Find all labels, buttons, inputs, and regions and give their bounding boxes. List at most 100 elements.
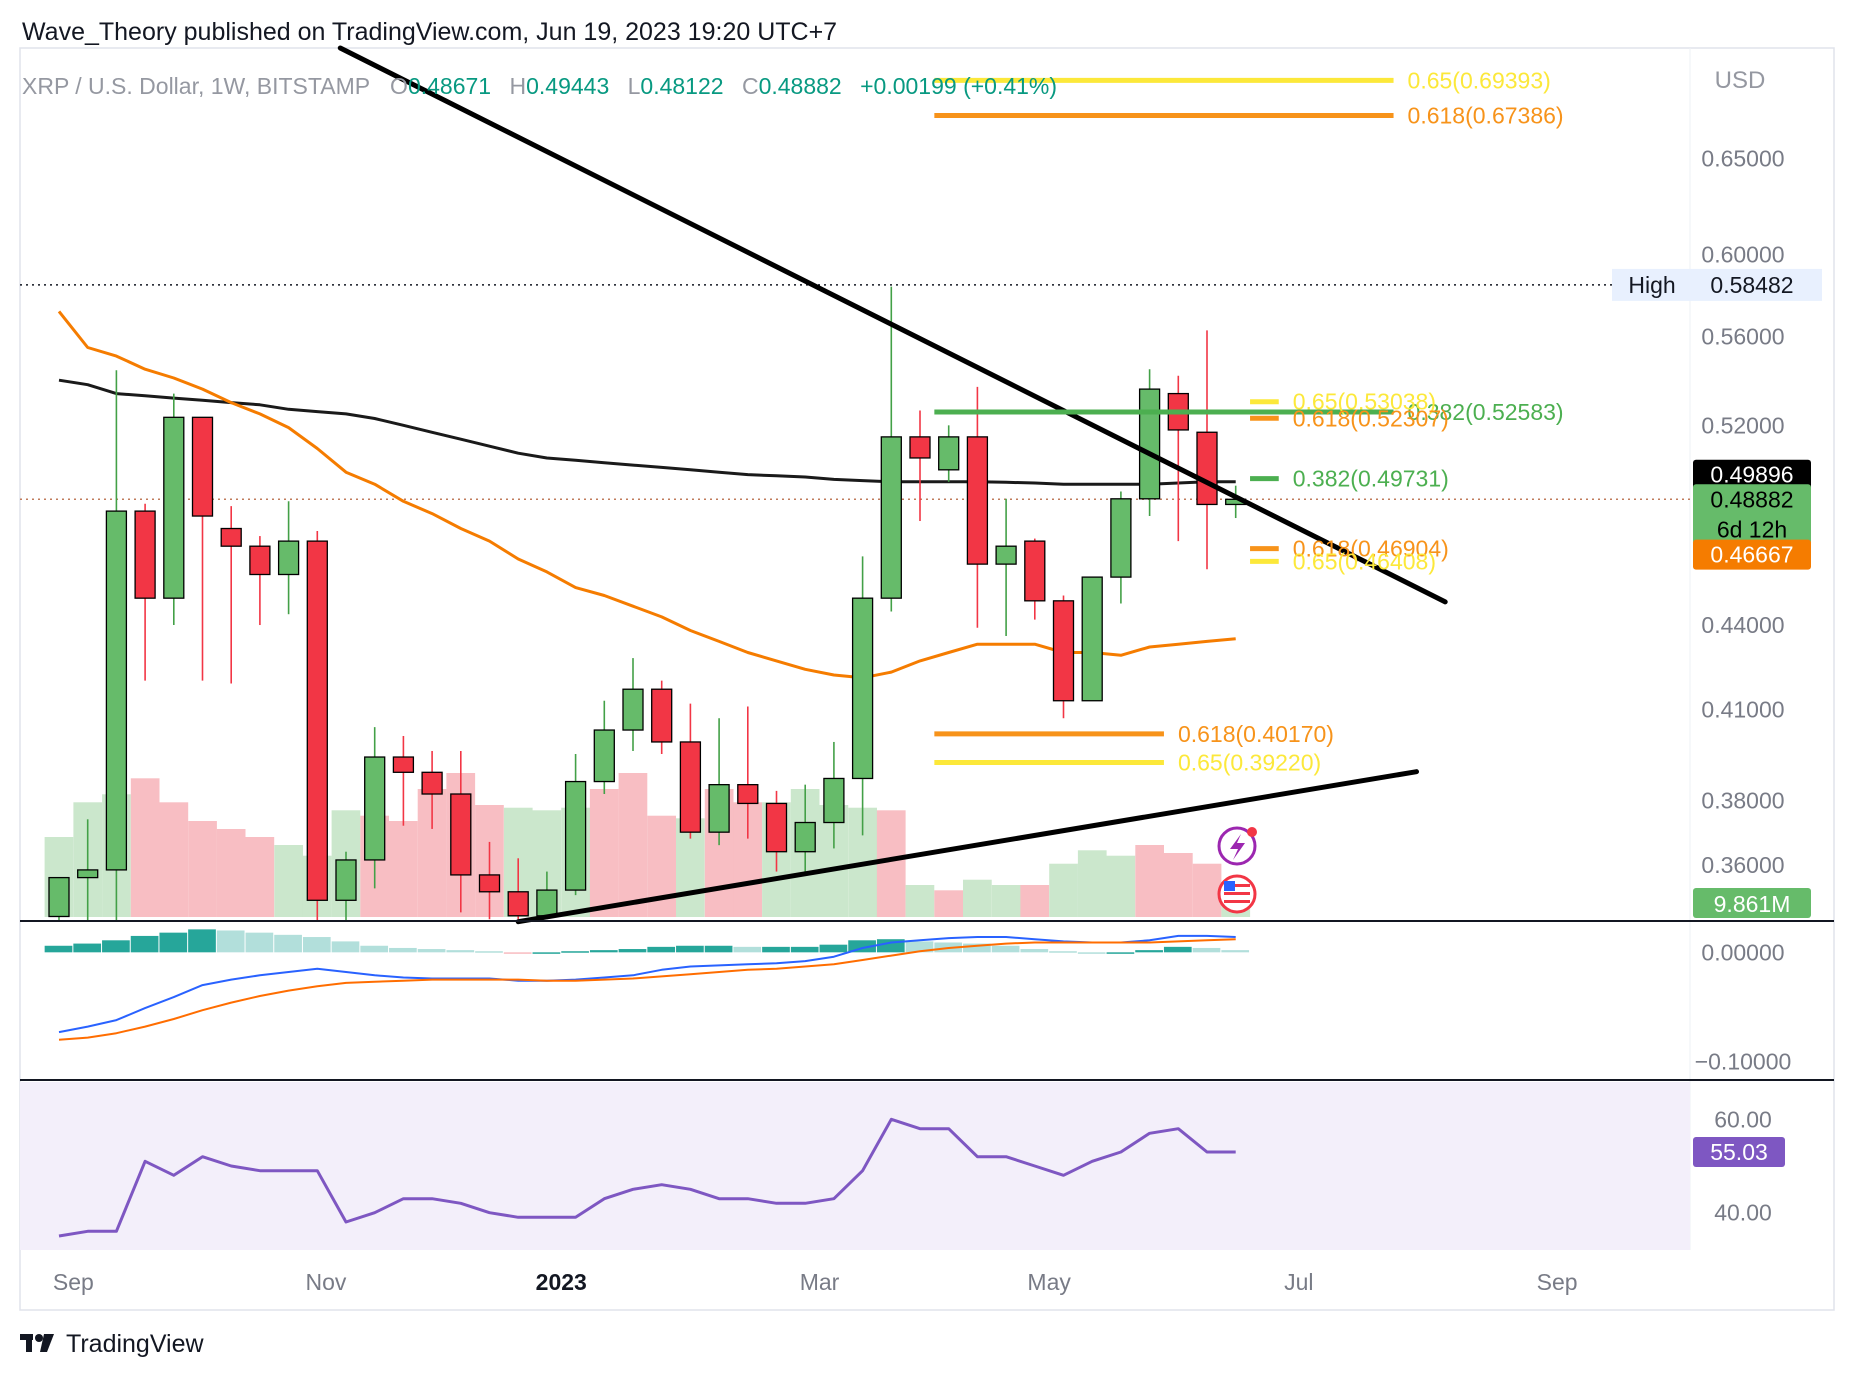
- candle[interactable]: [880, 286, 902, 612]
- candle-body: [794, 821, 816, 853]
- candle[interactable]: [765, 790, 788, 872]
- macd-histogram-bar: [1163, 946, 1192, 953]
- candle[interactable]: [823, 741, 845, 849]
- time-tick-label: Mar: [800, 1269, 840, 1295]
- macd-histogram-bar: [360, 945, 389, 953]
- ascending-trendline[interactable]: [515, 769, 1420, 925]
- candle[interactable]: [938, 425, 960, 482]
- volume-bar: [991, 885, 1021, 917]
- open-value: 0.48671: [408, 73, 491, 99]
- price-axis-badge: [1693, 484, 1811, 545]
- macd-tick-label: 0.00000: [1701, 939, 1784, 965]
- volume-bar: [1135, 845, 1164, 917]
- candle-body: [1110, 498, 1132, 578]
- macd-histogram-bar: [819, 944, 848, 953]
- macd-histogram-bar: [676, 945, 704, 953]
- candle[interactable]: [1024, 538, 1046, 620]
- macd-histogram-bar: [1135, 950, 1163, 953]
- candle-body: [823, 777, 845, 824]
- candle[interactable]: [450, 750, 472, 913]
- volume-bar: [963, 879, 992, 917]
- price-tick-label: 0.44000: [1701, 612, 1784, 638]
- candle[interactable]: [134, 503, 156, 681]
- macd-histogram-bar: [532, 952, 561, 954]
- macd-histogram-bar: [216, 930, 245, 953]
- candle[interactable]: [335, 851, 357, 921]
- candle[interactable]: [105, 370, 128, 921]
- volume-bar: [1020, 885, 1050, 917]
- candle[interactable]: [249, 536, 271, 626]
- lightning-icon[interactable]: [1217, 826, 1257, 866]
- candle[interactable]: [564, 754, 587, 896]
- candle[interactable]: [306, 531, 328, 921]
- high-marker-label: High: [1628, 272, 1675, 298]
- candle[interactable]: [277, 501, 300, 615]
- fib-level-label: 0.65(0.69393): [1408, 67, 1551, 93]
- candle[interactable]: [851, 556, 874, 836]
- us-flag-icon[interactable]: [1217, 874, 1257, 914]
- candle-body: [335, 859, 357, 901]
- candle[interactable]: [1052, 595, 1075, 719]
- candle[interactable]: [364, 727, 386, 889]
- rsi-badge: [1693, 1137, 1785, 1167]
- candle[interactable]: [1110, 491, 1132, 604]
- time-tick-label: Jul: [1284, 1269, 1313, 1295]
- candle-body: [909, 436, 931, 459]
- macd-histogram-bar: [389, 947, 417, 953]
- publisher-line: Wave_Theory published on TradingView.com…: [22, 18, 837, 46]
- candle[interactable]: [163, 393, 185, 626]
- fib-level-label: 0.65(0.53038): [1293, 389, 1436, 415]
- macd-tick-label: −0.10000: [1695, 1049, 1792, 1075]
- candle[interactable]: [220, 506, 242, 684]
- candle[interactable]: [708, 718, 730, 846]
- time-tick-label: Sep: [53, 1269, 94, 1295]
- macd-histogram-bar: [762, 946, 790, 953]
- candle-body: [1081, 576, 1103, 702]
- macd-histogram-bar: [963, 943, 991, 953]
- high-marker-bg: [1612, 268, 1822, 301]
- fib-level-label: 0.382(0.49731): [1293, 466, 1449, 492]
- candle[interactable]: [392, 735, 415, 826]
- volume-bar: [274, 845, 303, 917]
- candle[interactable]: [48, 876, 70, 921]
- change-value: +0.00199 (+0.41%): [860, 73, 1057, 99]
- macd-histogram-bar: [1077, 952, 1106, 954]
- price-axis-badge-value: 0.49896: [1710, 462, 1793, 488]
- candle[interactable]: [593, 700, 615, 795]
- candle[interactable]: [622, 658, 644, 751]
- candle[interactable]: [421, 750, 443, 829]
- candle[interactable]: [679, 703, 702, 839]
- macd-histogram-bar: [647, 946, 676, 953]
- open-label: O: [390, 73, 408, 99]
- candle[interactable]: [507, 858, 529, 920]
- candle[interactable]: [909, 410, 931, 522]
- candle[interactable]: [1081, 576, 1103, 702]
- candle[interactable]: [191, 416, 214, 681]
- macd-line: [58, 934, 1236, 1034]
- candle[interactable]: [995, 498, 1017, 636]
- candle-body: [134, 510, 156, 599]
- candle[interactable]: [77, 819, 99, 921]
- candle[interactable]: [794, 784, 816, 875]
- candle[interactable]: [478, 841, 501, 920]
- candle-body: [163, 416, 185, 599]
- candle-body: [450, 793, 472, 876]
- volume-bar: [1164, 853, 1193, 917]
- descending-trendline[interactable]: [337, 45, 1448, 605]
- volume-bar: [589, 789, 619, 917]
- price-pane[interactable]: 0.65(0.69393) 0.618(0.67386) 0.382(0.52583…: [20, 45, 1690, 925]
- candle[interactable]: [1138, 369, 1161, 517]
- rsi-tick-label: 40.00: [1714, 1200, 1772, 1226]
- price-tick-label: 0.36000: [1701, 852, 1784, 878]
- candle[interactable]: [651, 680, 673, 755]
- candle-body: [507, 891, 529, 917]
- candle[interactable]: [737, 706, 759, 839]
- candle[interactable]: [966, 386, 989, 628]
- candle-body: [220, 527, 242, 547]
- candle-body: [679, 741, 702, 833]
- candle-body: [48, 876, 70, 918]
- rsi-tick-label: 60.00: [1714, 1106, 1772, 1132]
- rsi-pane[interactable]: [58, 1117, 1236, 1238]
- macd-pane[interactable]: [44, 929, 1250, 1041]
- high-value: 0.49443: [526, 73, 609, 99]
